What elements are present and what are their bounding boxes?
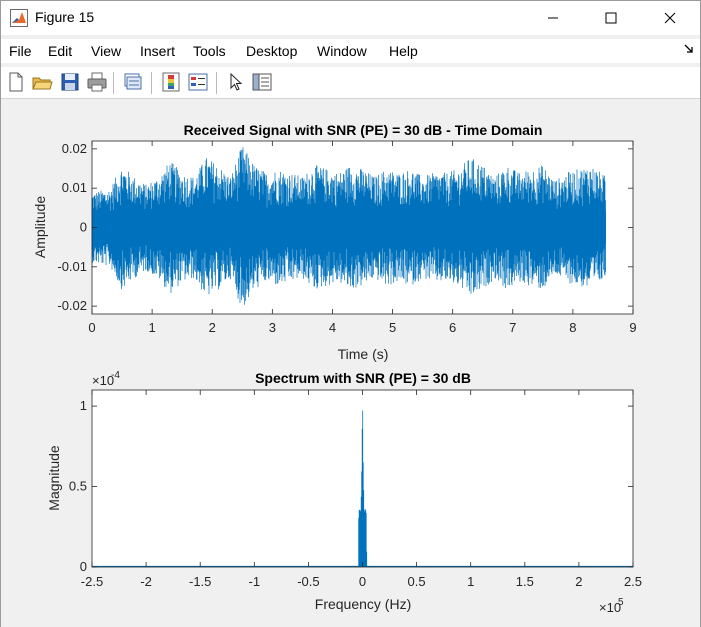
maximize-icon <box>605 12 617 24</box>
x-tick-label: 0 <box>88 320 95 335</box>
y-tick-label: 0.02 <box>62 141 87 156</box>
toolbar-separator <box>113 72 114 94</box>
plot-title: Spectrum with SNR (PE) = 30 dB <box>255 370 471 386</box>
y-ticks: 10.50 <box>69 398 633 574</box>
figure-toolbar <box>1 67 700 99</box>
print-icon[interactable] <box>86 71 108 93</box>
toolbar-separator <box>151 72 152 94</box>
menu-insert[interactable]: Insert <box>140 43 176 59</box>
spectrum-line <box>358 410 368 567</box>
time-domain-axes[interactable]: 0 1 2 3 4 5 6 7 8 9 0.02 0.01 0 -0.01 -0.02 Received … <box>32 122 637 362</box>
y-tick-label: -0.02 <box>57 298 87 313</box>
x-tick-label: -0.5 <box>297 574 319 589</box>
x-axis-label: Time (s) <box>338 346 389 362</box>
x-axis-label: Frequency (Hz) <box>315 596 411 612</box>
link-plot-icon[interactable] <box>122 71 144 93</box>
open-file-icon[interactable] <box>31 71 53 93</box>
y-exponent-power: -4 <box>111 370 120 381</box>
minimize-icon <box>548 17 558 19</box>
minimize-button[interactable] <box>530 1 576 35</box>
y-tick-label: 0 <box>80 220 87 235</box>
x-tick-label: -1 <box>249 574 261 589</box>
x-tick-label: 1 <box>467 574 474 589</box>
y-tick-label: 0.5 <box>69 479 87 494</box>
x-ticks: -2.5 -2 -1.5 -1 -0.5 0 0.5 1 1.5 2 2.5 <box>81 390 642 589</box>
signal-core <box>92 210 606 245</box>
x-tick-label: 3 <box>269 320 276 335</box>
x-ticks: 0 1 2 3 4 5 6 7 8 9 <box>88 141 637 335</box>
close-icon <box>664 12 676 24</box>
y-exponent-base: ×10 <box>92 373 114 388</box>
toolbar-separator <box>216 72 217 94</box>
maximize-button[interactable] <box>588 1 634 35</box>
x-tick-label: 6 <box>449 320 456 335</box>
menu-edit[interactable]: Edit <box>48 43 73 59</box>
x-tick-label: 1 <box>148 320 155 335</box>
y-axis-label: Magnitude <box>46 445 62 511</box>
y-ticks: 0.02 0.01 0 -0.01 -0.02 <box>57 141 633 313</box>
save-icon[interactable] <box>59 71 81 93</box>
new-figure-icon[interactable] <box>5 71 27 93</box>
x-tick-label: 4 <box>329 320 336 335</box>
close-button[interactable] <box>647 1 693 35</box>
x-tick-label: 0.5 <box>408 574 426 589</box>
x-tick-label: 1.5 <box>516 574 534 589</box>
spectrum-axes[interactable]: -2.5 -2 -1.5 -1 -0.5 0 0.5 1 1.5 2 2.5 10.50 Spect… <box>46 370 642 615</box>
insert-legend-icon[interactable] <box>187 71 209 93</box>
property-inspector-icon[interactable] <box>251 71 273 93</box>
x-exponent-power: 5 <box>618 597 624 608</box>
y-tick-label: -0.01 <box>57 259 87 274</box>
x-tick-label: -1.5 <box>189 574 211 589</box>
y-tick-label: 0 <box>80 559 87 574</box>
pointer-icon[interactable] <box>225 71 247 93</box>
x-tick-label: 5 <box>389 320 396 335</box>
x-tick-label: 7 <box>509 320 516 335</box>
menu-help[interactable]: Help <box>389 43 418 59</box>
matlab-logo-icon <box>10 9 28 27</box>
x-tick-label: 0 <box>359 574 366 589</box>
x-tick-label: 9 <box>629 320 636 335</box>
figure-plots: 0 1 2 3 4 5 6 7 8 9 0.02 0.01 0 -0.01 -0.02 Received … <box>32 122 642 615</box>
y-tick-label: 0.01 <box>62 180 87 195</box>
signal-trace <box>91 147 606 305</box>
x-tick-label: 2 <box>209 320 216 335</box>
x-tick-label: 2 <box>575 574 582 589</box>
menu-desktop[interactable]: Desktop <box>246 43 298 59</box>
title-bar[interactable]: Figure 15 <box>1 1 700 35</box>
x-exponent-base: ×10 <box>599 600 621 615</box>
x-exponent: ×10 5 <box>599 597 624 615</box>
plot-title: Received Signal with SNR (PE) = 30 dB - … <box>184 122 543 138</box>
x-tick-label: 2.5 <box>624 574 642 589</box>
figure-canvas: 0 1 2 3 4 5 6 7 8 9 0.02 0.01 0 -0.01 -0.02 Received … <box>1 100 700 627</box>
window-title: Figure 15 <box>35 9 95 25</box>
y-tick-label: 1 <box>80 398 87 413</box>
x-tick-label: -2.5 <box>81 574 103 589</box>
dock-arrow-icon[interactable] <box>684 44 694 54</box>
insert-colorbar-icon[interactable] <box>160 71 182 93</box>
y-axis-label: Amplitude <box>32 196 48 258</box>
x-tick-label: 8 <box>569 320 576 335</box>
menu-bar: File Edit View Insert Tools Desktop Wind… <box>1 39 700 63</box>
menu-window[interactable]: Window <box>317 43 367 59</box>
menu-file[interactable]: File <box>9 43 32 59</box>
y-exponent: ×10 -4 <box>92 370 120 388</box>
menu-tools[interactable]: Tools <box>193 43 226 59</box>
menu-view[interactable]: View <box>91 43 122 59</box>
x-tick-label: -2 <box>140 574 152 589</box>
